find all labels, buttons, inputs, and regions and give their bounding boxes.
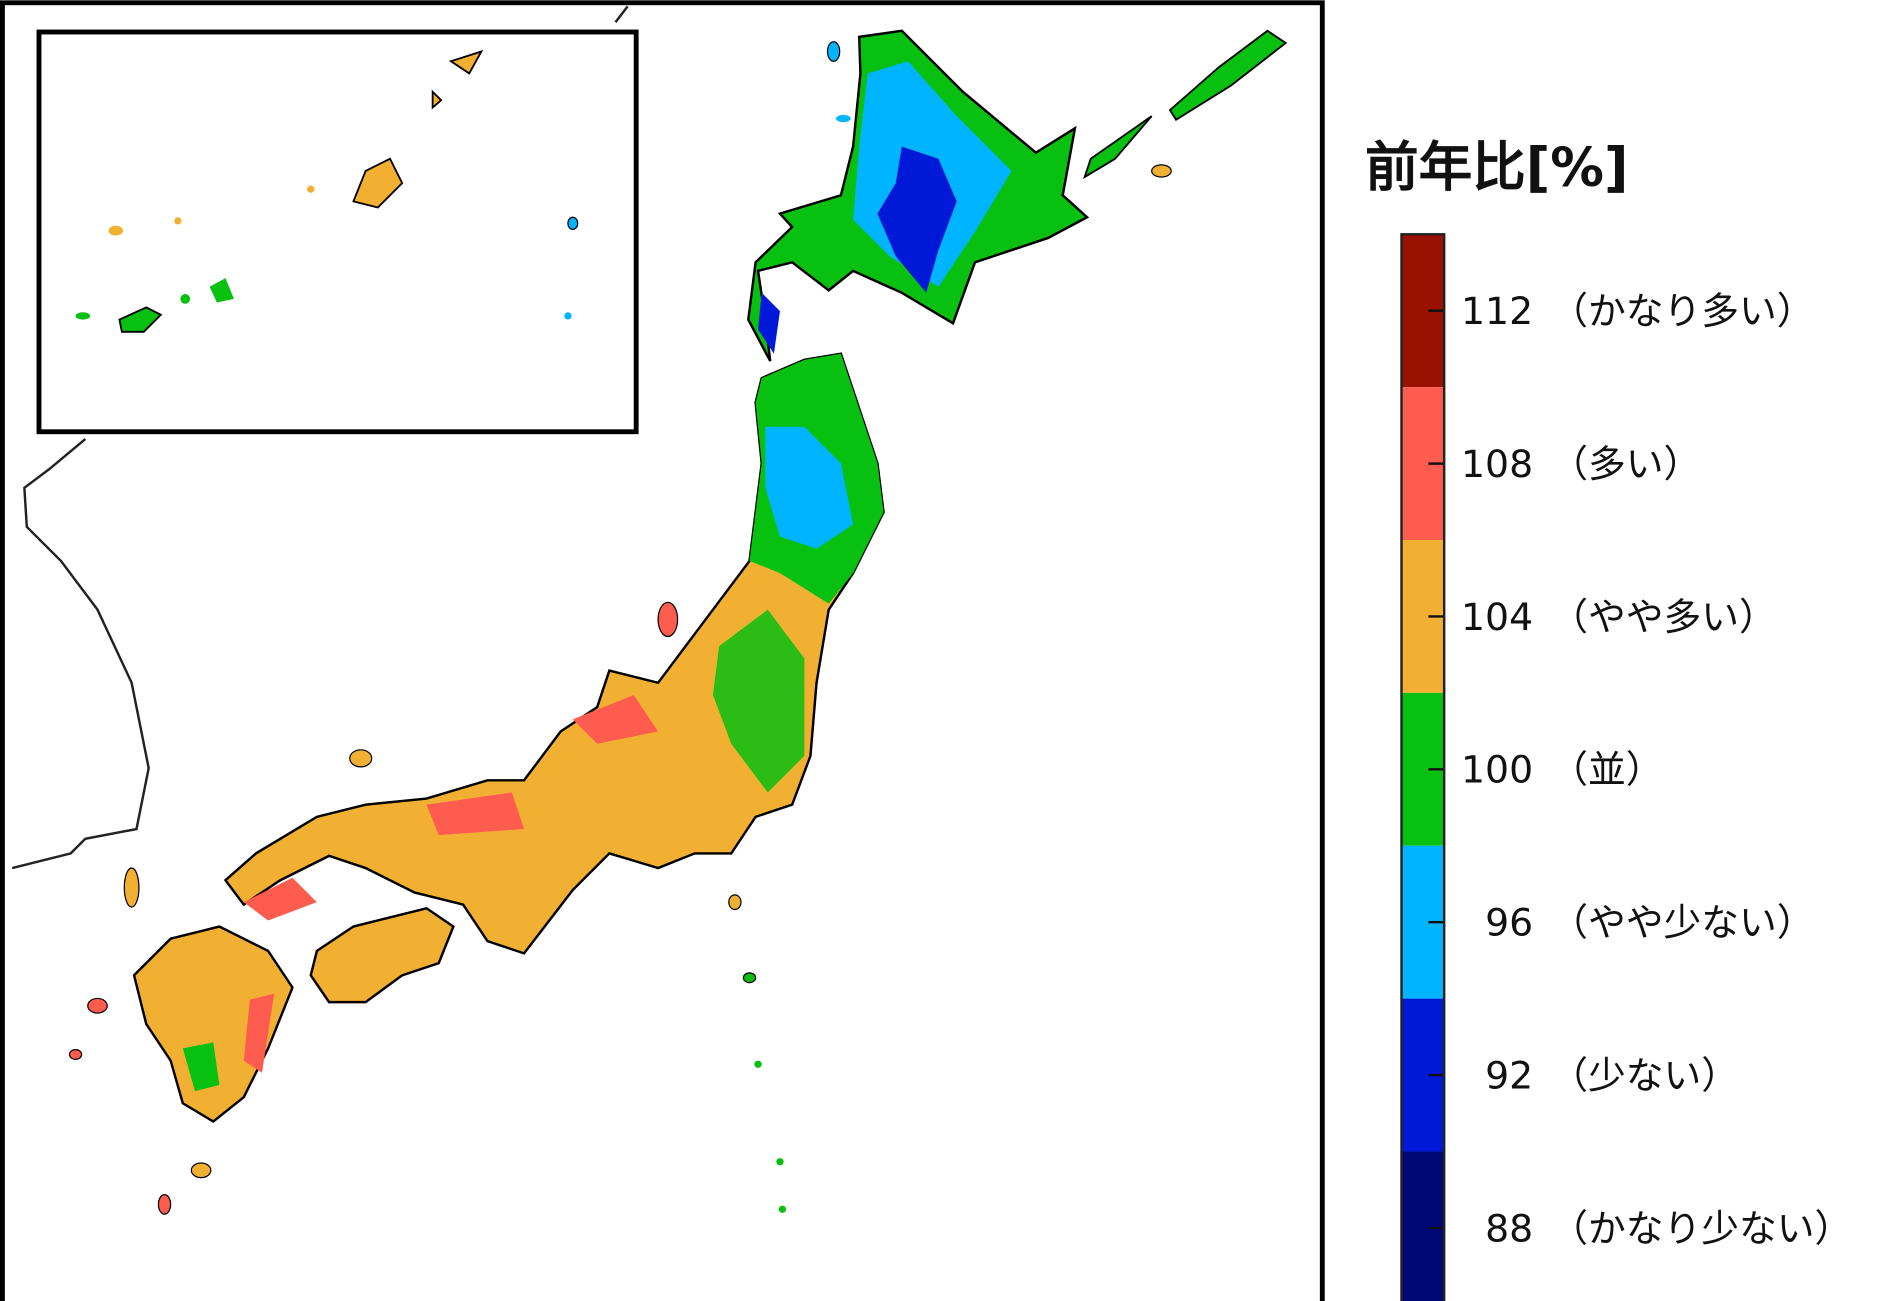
colorbar-desc-label: （かなり多い） [1550, 289, 1814, 333]
colorbar-value-label: 96 [1485, 901, 1533, 945]
map-panel [0, 0, 1325, 1301]
colorbar-desc-label: （やや少ない） [1550, 901, 1814, 945]
colorbar-desc-label: （やや多い） [1550, 595, 1777, 639]
colorbar-value-label: 88 [1485, 1206, 1533, 1250]
colorbar-value-label: 92 [1485, 1053, 1533, 1097]
islands [68, 41, 1172, 1215]
colorbar-desc-label: （かなり少ない） [1550, 1206, 1852, 1250]
colorbar-desc-label: （多い） [1550, 442, 1701, 486]
kyushu [132, 925, 294, 1124]
colorbar-value-label: 112 [1461, 289, 1533, 333]
colorbar-border [1400, 233, 1446, 1301]
colorbar [1401, 234, 1445, 1301]
colorbar-segment-88 [1401, 1151, 1445, 1301]
inset-map [36, 29, 639, 435]
colorbar-desc-label: （少ない） [1550, 1053, 1739, 1097]
legend-title: 前年比[%] [1365, 136, 1629, 199]
colorbar-desc-label: （並） [1550, 748, 1663, 792]
honshu [223, 352, 885, 955]
colorbar-value-label: 100 [1461, 748, 1533, 792]
hokkaido [747, 29, 1288, 362]
legend: 前年比[%] 112 （かなり多い） 108 （多い） 104 （やや多い） 100 （並） 9… [1365, 136, 1852, 1301]
colorbar-value-label: 108 [1461, 442, 1533, 486]
shikoku [309, 906, 455, 1004]
korea-coastline [11, 5, 629, 870]
colorbar-labels: 112 （かなり多い） 108 （多い） 104 （やや多い） 100 （並） 96 （やや少ない… [1461, 289, 1852, 1250]
colorbar-value-label: 104 [1461, 595, 1533, 639]
